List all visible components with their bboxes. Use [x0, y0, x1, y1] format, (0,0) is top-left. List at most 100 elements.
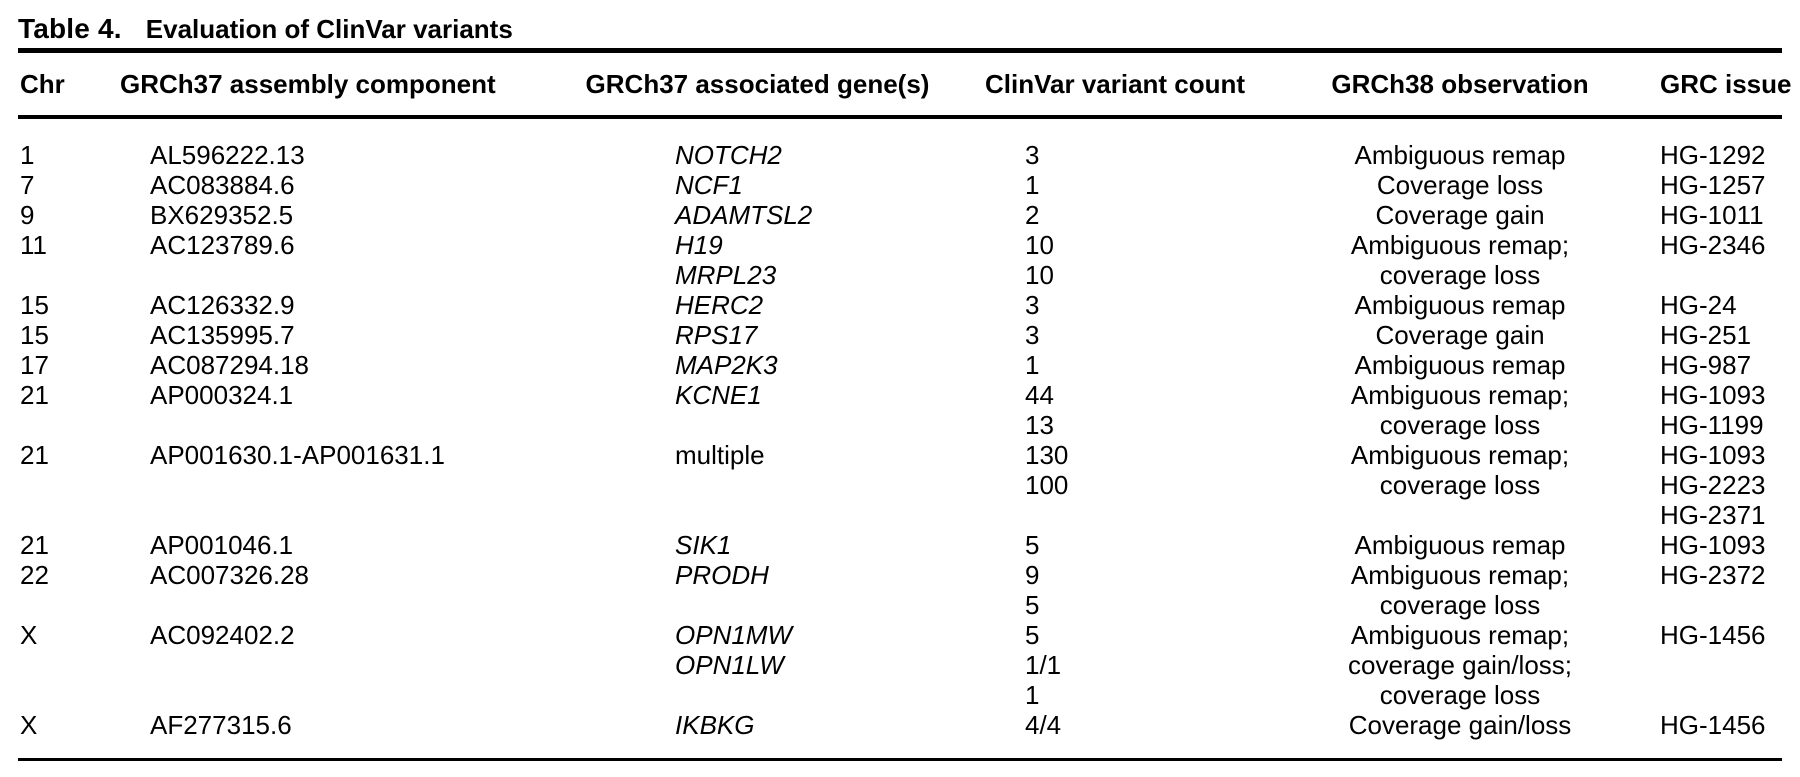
cell-observation: Ambiguous remap;	[1350, 230, 1570, 260]
cell-observation: Ambiguous remap	[1354, 290, 1566, 320]
cell-issue: HG-1093	[1660, 380, 1766, 410]
cell-count: 10	[1025, 230, 1054, 260]
column-header-count: ClinVar variant count	[985, 50, 1295, 119]
cell-issue	[1625, 650, 1782, 680]
cell-gene: H19	[675, 230, 723, 260]
cell-observation: coverage loss	[1379, 260, 1541, 290]
cell-observation: coverage loss	[1379, 410, 1541, 440]
cell-component	[118, 410, 530, 440]
cell-issue: HG-1199	[1660, 410, 1764, 440]
cell-observation: Coverage gain	[1375, 320, 1545, 350]
cell-gene: HERC2	[675, 290, 764, 320]
table-row: OPN1LW 1/1 coverage gain/loss;	[18, 650, 1782, 680]
cell-chr: 22	[20, 560, 49, 590]
cell-observation: Ambiguous remap	[1354, 350, 1566, 380]
cell-count: 44	[1025, 380, 1054, 410]
cell-count: 100	[1025, 470, 1069, 500]
cell-issue: HG-251	[1660, 320, 1752, 350]
table-row: 5 coverage loss	[18, 590, 1782, 620]
table-row: 21 AP000324.1 KCNE1 44 Ambiguous remap; …	[18, 380, 1782, 410]
cell-issue: HG-1456	[1660, 710, 1766, 740]
column-header-component: GRCh37 assembly component	[118, 50, 530, 119]
cell-component: AC083884.6	[150, 170, 295, 200]
cell-count: 3	[1025, 320, 1040, 350]
cell-chr: 17	[20, 350, 49, 380]
cell-count: 2	[1025, 200, 1040, 230]
spacer-row	[18, 117, 1782, 140]
cell-count: 10	[1025, 260, 1054, 290]
table-header: Chr GRCh37 assembly component GRCh37 ass…	[18, 50, 1792, 119]
table-page: Table 4. Evaluation of ClinVar variants C…	[18, 13, 1792, 761]
cell-observation: Ambiguous remap;	[1350, 560, 1570, 590]
cell-count: 1	[1025, 170, 1040, 200]
cell-issue: HG-1093	[1660, 440, 1766, 470]
cell-gene: MAP2K3	[675, 350, 778, 380]
cell-component: AC092402.2	[150, 620, 295, 650]
cell-component	[118, 500, 530, 530]
cell-chr: 1	[20, 140, 35, 170]
table-row: 100 coverage loss HG-2223	[18, 470, 1782, 500]
cell-component	[118, 680, 530, 710]
cell-issue	[1625, 680, 1782, 710]
cell-issue: HG-2223	[1660, 470, 1766, 500]
column-header-observation: GRCh38 observation	[1295, 50, 1625, 119]
column-header-issue: GRC issue	[1625, 50, 1792, 119]
cell-observation: coverage loss	[1379, 590, 1541, 620]
table-row: MRPL23 10 coverage loss	[18, 260, 1782, 290]
table-body: 1 AL596222.13 NOTCH2 3 Ambiguous remap H…	[18, 117, 1782, 760]
cell-gene: RPS17	[675, 320, 758, 350]
cell-issue: HG-2371	[1660, 500, 1766, 530]
cell-component: AL596222.13	[150, 140, 305, 170]
cell-chr: 15	[20, 320, 49, 350]
cell-gene: OPN1LW	[675, 650, 784, 680]
table-row: 15 AC126332.9 HERC2 3 Ambiguous remap HG…	[18, 290, 1782, 320]
table-row: 15 AC135995.7 RPS17 3 Coverage gain HG-2…	[18, 320, 1782, 350]
cell-observation: coverage loss	[1379, 680, 1541, 710]
cell-gene: OPN1MW	[675, 620, 792, 650]
table-row: 22 AC007326.28 PRODH 9 Ambiguous remap; …	[18, 560, 1782, 590]
cell-chr	[18, 680, 118, 710]
cell-chr	[18, 410, 118, 440]
cell-issue: HG-1456	[1660, 620, 1766, 650]
cell-observation: Ambiguous remap;	[1350, 440, 1570, 470]
cell-issue: HG-1257	[1660, 170, 1766, 200]
cell-gene: NOTCH2	[675, 140, 782, 170]
table-row: HG-2371	[18, 500, 1782, 530]
cell-component: AP001046.1	[150, 530, 294, 560]
table-row: 9 BX629352.5 ADAMTSL2 2 Coverage gain HG…	[18, 200, 1782, 230]
table-title: Evaluation of ClinVar variants	[145, 14, 513, 44]
table-row: X AC092402.2 OPN1MW 5 Ambiguous remap; H…	[18, 620, 1782, 650]
cell-component: AC007326.28	[150, 560, 310, 590]
cell-observation: Ambiguous remap;	[1350, 380, 1570, 410]
cell-gene	[530, 470, 985, 500]
table-row: 17 AC087294.18 MAP2K3 1 Ambiguous remap …	[18, 350, 1782, 380]
table-row: 7 AC083884.6 NCF1 1 Coverage loss HG-125…	[18, 170, 1782, 200]
cell-count: 9	[1025, 560, 1040, 590]
cell-component: AC126332.9	[150, 290, 295, 320]
cell-component: AC123789.6	[150, 230, 295, 260]
cell-gene: PRODH	[675, 560, 769, 590]
cell-component: BX629352.5	[150, 200, 294, 230]
cell-component	[118, 260, 530, 290]
cell-chr: X	[20, 620, 38, 650]
cell-gene: MRPL23	[675, 260, 777, 290]
clinvar-evaluation-table: Chr GRCh37 assembly component GRCh37 ass…	[18, 48, 1792, 761]
cell-issue: HG-1093	[1660, 530, 1766, 560]
cell-gene	[530, 500, 985, 530]
cell-chr	[18, 590, 118, 620]
cell-gene	[530, 410, 985, 440]
cell-issue	[1625, 590, 1782, 620]
cell-count: 4/4	[1025, 710, 1062, 740]
cell-issue: HG-2346	[1660, 230, 1766, 260]
table-row: 1 coverage loss	[18, 680, 1782, 710]
table-row: 21 AP001046.1 SIK1 5 Ambiguous remap HG-…	[18, 530, 1782, 560]
cell-issue: HG-2372	[1660, 560, 1766, 590]
cell-gene: multiple	[675, 440, 765, 470]
cell-component: AC135995.7	[150, 320, 295, 350]
cell-chr: X	[20, 710, 38, 740]
cell-issue: HG-987	[1660, 350, 1752, 380]
table-row: 21 AP001630.1-AP001631.1 multiple 130 Am…	[18, 440, 1782, 470]
header-row: Chr GRCh37 assembly component GRCh37 ass…	[18, 50, 1792, 119]
cell-issue	[1625, 260, 1782, 290]
cell-count: 3	[1025, 140, 1040, 170]
